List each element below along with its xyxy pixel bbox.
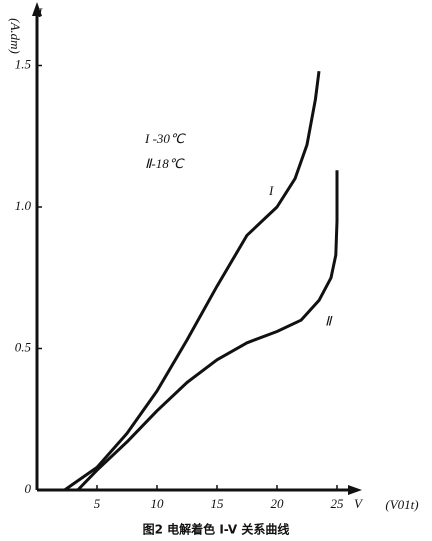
y-arrow [32,2,42,16]
legend-line: Ⅱ-18℃ [145,156,185,171]
y-tick-label: 0 [25,481,32,496]
y-tick-label: 1.0 [15,198,32,213]
legend-line: I -30℃ [144,131,186,146]
curve [76,170,339,492]
x-arrow [348,485,362,495]
x-tick-label: 20 [271,496,285,511]
y-tick-label: 1.5 [15,56,32,71]
x-axis-label: V [354,496,364,511]
x-tick-label: 10 [151,496,165,511]
curve-label: I [268,183,274,198]
y-tick-label: 0.5 [15,339,32,354]
x-tick-label: 5 [94,496,101,511]
x-axis-unit: (V01t) [385,497,418,512]
x-tick-label: 15 [211,496,225,511]
curve-label: Ⅱ [325,313,333,328]
x-tick-label: 25 [331,496,345,511]
curve [63,71,321,492]
caption: 图2 电解着色 I-V 关系曲线 [143,522,290,537]
y-axis-unit: (A.dm) [8,18,23,54]
